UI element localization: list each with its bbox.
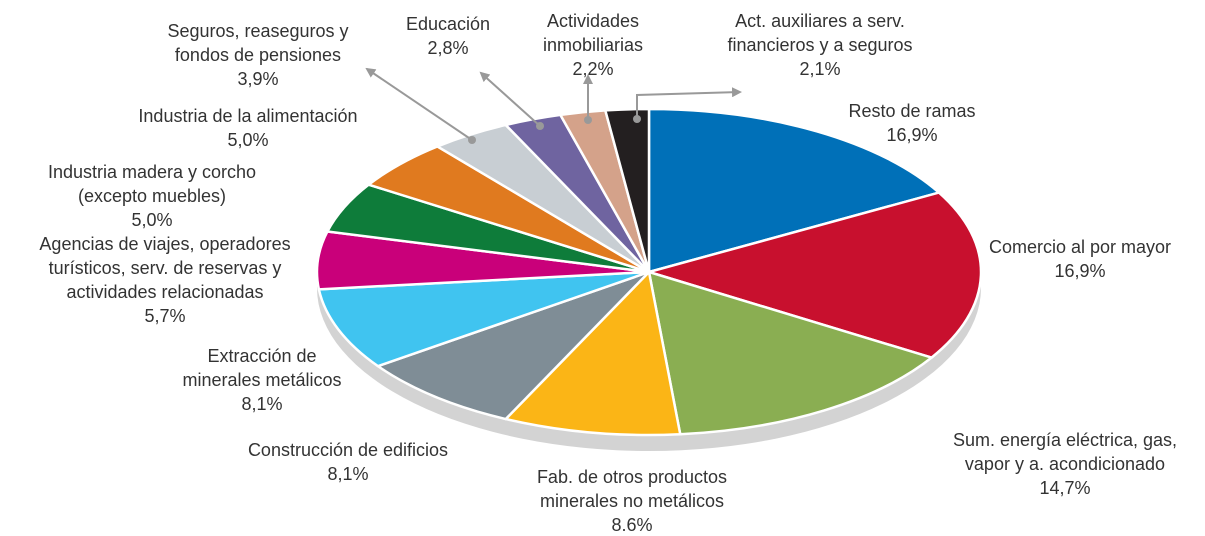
value-label: 16,9% <box>1054 261 1105 281</box>
slice <box>644 191 983 359</box>
slice-label: fondos de pensiones <box>175 45 341 65</box>
slice <box>603 107 651 273</box>
leader-dot <box>584 116 592 124</box>
slice-label: Sum. energía eléctrica, gas, <box>953 430 1177 450</box>
value-label: 8,1% <box>241 394 282 414</box>
leaders <box>365 67 742 144</box>
slice-label: minerales metálicos <box>182 370 341 390</box>
slice-label: vapor y a. acondicionado <box>965 454 1165 474</box>
slice-label: Industria de la alimentación <box>138 106 357 126</box>
slice-label: Construcción de edificios <box>248 440 448 460</box>
value-label: 5,0% <box>227 130 268 150</box>
slice-label: Seguros, reaseguros y <box>167 21 348 41</box>
value-label: 2,1% <box>799 59 840 79</box>
labels: Resto de ramas 16,9% Comercio al por mayor… <box>39 11 1177 535</box>
slice-label: actividades relacionadas <box>66 282 263 302</box>
slice-label: Resto de ramas <box>848 101 975 121</box>
leader-dot <box>633 115 641 123</box>
slice <box>375 270 650 421</box>
value-label: 5,7% <box>144 306 185 326</box>
slice-label: inmobiliarias <box>543 35 643 55</box>
slice-label: minerales no metálicos <box>540 491 724 511</box>
leader-dot <box>536 122 544 130</box>
slice <box>647 270 935 436</box>
slice <box>503 269 682 437</box>
value-label: 16,9% <box>886 125 937 145</box>
slice-label: financieros y a seguros <box>727 35 912 55</box>
slice-label: Comercio al por mayor <box>989 237 1171 257</box>
slice-label: turísticos, serv. de reservas y <box>49 258 282 278</box>
value-label: 2,8% <box>427 38 468 58</box>
value-label: 14,7% <box>1039 478 1090 498</box>
value-label: 8,1% <box>327 464 368 484</box>
slices <box>315 107 983 437</box>
value-label: 5,0% <box>131 210 172 230</box>
leader <box>636 87 742 119</box>
leader <box>479 71 541 127</box>
slice-label: Industria madera y corcho <box>48 162 256 182</box>
slice-label: Fab. de otros productos <box>537 467 727 487</box>
slice-label: Actividades <box>547 11 639 31</box>
value-label: 2,2% <box>572 59 613 79</box>
slice-label: Extracción de <box>207 346 316 366</box>
leader <box>365 67 473 141</box>
slice <box>647 107 942 274</box>
value-label: 8.6% <box>611 515 652 535</box>
slice-label: Act. auxiliares a serv. <box>735 11 905 31</box>
slice-label: Agencias de viajes, operadores <box>39 234 290 254</box>
slice-label: Educación <box>406 14 490 34</box>
leader-dot <box>468 136 476 144</box>
slice-label: (excepto muebles) <box>78 186 226 206</box>
value-label: 3,9% <box>237 69 278 89</box>
slice <box>317 270 650 368</box>
